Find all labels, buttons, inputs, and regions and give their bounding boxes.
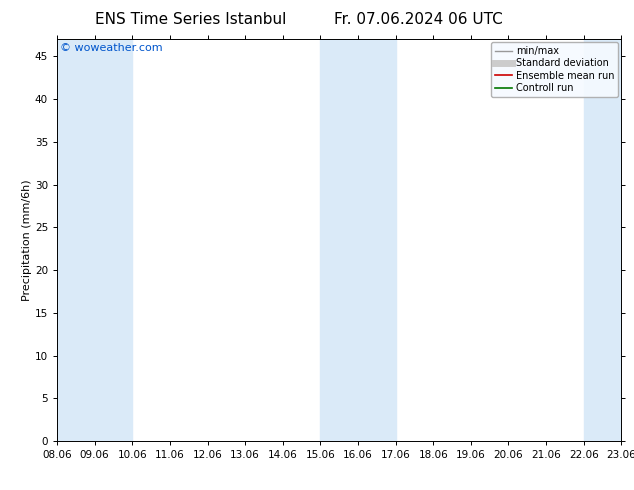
Bar xyxy=(358,39,396,441)
Legend: min/max, Standard deviation, Ensemble mean run, Controll run: min/max, Standard deviation, Ensemble me… xyxy=(491,42,618,97)
Text: © woweather.com: © woweather.com xyxy=(60,43,162,53)
Text: Fr. 07.06.2024 06 UTC: Fr. 07.06.2024 06 UTC xyxy=(334,12,503,27)
Bar xyxy=(57,39,94,441)
Bar xyxy=(320,39,358,441)
Bar xyxy=(584,39,621,441)
Bar xyxy=(94,39,133,441)
Y-axis label: Precipitation (mm/6h): Precipitation (mm/6h) xyxy=(22,179,32,301)
Text: ENS Time Series Istanbul: ENS Time Series Istanbul xyxy=(94,12,286,27)
